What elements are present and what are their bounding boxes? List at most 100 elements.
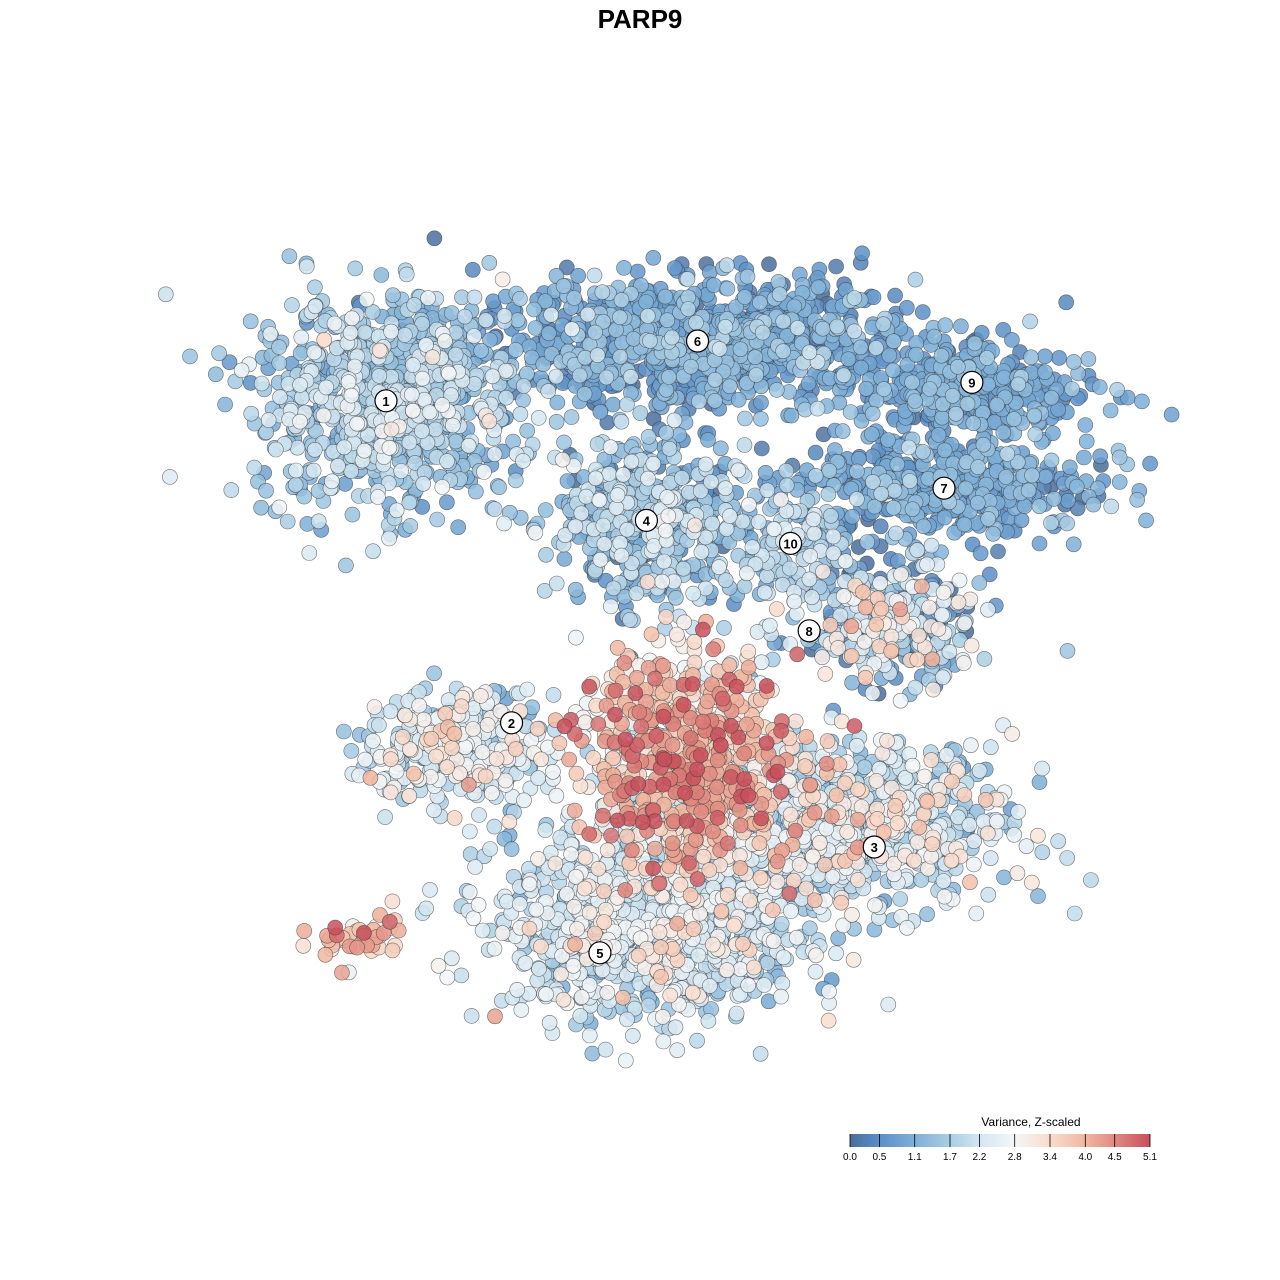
cell-point bbox=[975, 436, 992, 453]
cell-point bbox=[287, 476, 304, 493]
cell-point bbox=[761, 256, 777, 273]
cell-point bbox=[426, 665, 442, 682]
cell-point bbox=[258, 482, 274, 499]
cell-point bbox=[748, 367, 765, 383]
cell-point bbox=[243, 405, 259, 422]
chart-title: PARP9 bbox=[598, 4, 683, 34]
cell-point bbox=[570, 267, 587, 284]
cell-point bbox=[691, 393, 707, 410]
cell-point bbox=[456, 308, 473, 325]
cell-point bbox=[834, 423, 851, 439]
cell-point bbox=[700, 1013, 717, 1029]
cell-point bbox=[899, 299, 915, 316]
cell-point bbox=[664, 329, 680, 346]
cell-point bbox=[343, 463, 360, 479]
cell-point bbox=[657, 288, 674, 305]
cell-point bbox=[707, 371, 723, 388]
cell-point bbox=[840, 351, 857, 368]
cell-point bbox=[450, 519, 467, 536]
cell-point bbox=[859, 534, 876, 550]
cell-point bbox=[744, 539, 761, 556]
cell-point bbox=[1077, 417, 1094, 433]
cell-point bbox=[288, 462, 304, 479]
cell-point bbox=[719, 280, 736, 297]
cell-point bbox=[842, 404, 859, 420]
cell-point bbox=[578, 488, 595, 505]
cell-point bbox=[674, 470, 690, 486]
cell-point bbox=[872, 518, 889, 535]
cell-point bbox=[700, 432, 716, 448]
cell-point bbox=[414, 423, 430, 439]
cell-point bbox=[344, 506, 361, 523]
cell-point bbox=[807, 467, 824, 484]
cell-point bbox=[638, 294, 654, 310]
cell-point bbox=[466, 328, 482, 344]
cell-point bbox=[753, 394, 769, 411]
cell-point bbox=[463, 1008, 480, 1024]
cell-point bbox=[1080, 351, 1097, 367]
cell-point bbox=[567, 581, 584, 598]
cell-point bbox=[373, 267, 390, 283]
cell-point bbox=[990, 543, 1006, 560]
cell-point bbox=[385, 287, 401, 304]
cell-point bbox=[594, 284, 611, 301]
cell-point bbox=[959, 396, 976, 412]
cell-point bbox=[863, 426, 880, 442]
cell-point bbox=[934, 669, 951, 686]
cell-point bbox=[1065, 536, 1082, 553]
cell-point bbox=[482, 841, 498, 857]
cell-point bbox=[613, 413, 630, 430]
cell-point bbox=[619, 396, 635, 413]
cell-point bbox=[507, 472, 524, 489]
cell-point bbox=[1103, 498, 1119, 515]
cell-point bbox=[936, 442, 953, 459]
cell-point bbox=[949, 358, 966, 375]
cell-point bbox=[1059, 850, 1075, 866]
cell-point bbox=[597, 1041, 614, 1058]
cell-point bbox=[491, 479, 507, 496]
cell-point bbox=[919, 906, 935, 923]
cell-point bbox=[305, 462, 322, 479]
cell-point bbox=[941, 643, 958, 660]
cell-point bbox=[904, 374, 920, 391]
cell-point bbox=[1024, 467, 1040, 484]
cell-point bbox=[1031, 535, 1048, 552]
cell-point bbox=[965, 415, 982, 432]
cell-point bbox=[1111, 449, 1128, 466]
cell-point bbox=[875, 316, 892, 333]
cell-point bbox=[892, 891, 909, 907]
cell-point bbox=[907, 393, 923, 409]
cell-point bbox=[1043, 452, 1060, 469]
cell-point bbox=[773, 916, 790, 932]
cell-point bbox=[515, 378, 532, 394]
cell-point bbox=[775, 343, 791, 360]
cell-point bbox=[217, 396, 233, 413]
cell-point bbox=[754, 324, 771, 341]
cell-point bbox=[1030, 888, 1046, 904]
cell-point bbox=[969, 495, 986, 511]
cell-point bbox=[587, 324, 604, 341]
cell-point bbox=[639, 308, 656, 324]
cell-point bbox=[478, 312, 494, 329]
cell-point bbox=[661, 369, 677, 385]
cell-point bbox=[1034, 844, 1051, 861]
cell-point bbox=[292, 377, 308, 393]
cell-point bbox=[685, 585, 702, 602]
cell-point bbox=[589, 436, 606, 452]
cell-point bbox=[1043, 515, 1059, 531]
cell-point bbox=[693, 544, 710, 560]
cell-point bbox=[900, 439, 917, 456]
cell-point bbox=[427, 421, 444, 438]
cell-point bbox=[471, 807, 487, 823]
cell-point bbox=[182, 348, 198, 365]
cell-point bbox=[828, 258, 844, 275]
cell-point bbox=[1134, 393, 1150, 410]
cell-point bbox=[555, 278, 572, 294]
cell-point bbox=[981, 566, 998, 583]
cell-point bbox=[310, 513, 327, 530]
cell-point bbox=[612, 309, 628, 326]
cell-point bbox=[926, 328, 943, 345]
cell-point bbox=[443, 950, 460, 967]
cell-point bbox=[443, 305, 460, 321]
cell-point bbox=[982, 739, 999, 756]
